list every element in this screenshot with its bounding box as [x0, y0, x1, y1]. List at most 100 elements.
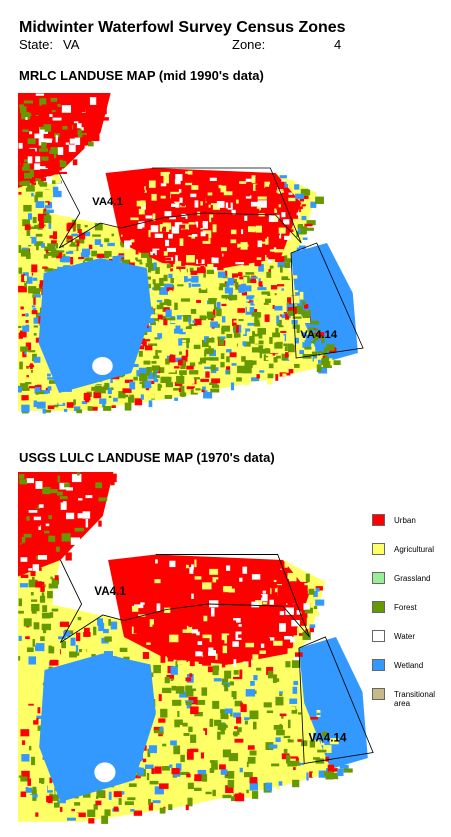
land-cover — [33, 297, 36, 305]
land-cover — [47, 591, 53, 599]
land-cover — [43, 224, 46, 227]
land-cover — [21, 274, 25, 283]
land-cover — [251, 236, 260, 242]
land-cover — [210, 364, 216, 371]
land-cover — [269, 265, 274, 270]
land-cover — [65, 552, 72, 561]
land-cover — [161, 315, 167, 320]
land-cover — [36, 191, 43, 198]
land-cover — [67, 246, 77, 251]
land-cover — [158, 718, 166, 723]
land-cover — [220, 247, 227, 252]
land-cover — [112, 473, 117, 479]
land-cover — [228, 588, 235, 593]
land-cover — [203, 391, 213, 399]
land-cover — [195, 651, 203, 657]
land-cover — [37, 257, 41, 266]
land-cover — [253, 297, 261, 304]
land-cover — [298, 712, 302, 715]
land-cover — [250, 681, 255, 686]
land-cover — [84, 612, 90, 621]
zone-label: VA4.1 — [94, 584, 126, 598]
land-cover — [28, 510, 38, 513]
land-cover — [34, 133, 44, 139]
land-cover — [55, 790, 59, 797]
land-cover — [192, 320, 196, 324]
land-cover — [264, 298, 271, 303]
land-cover — [123, 234, 130, 241]
land-cover — [47, 232, 50, 240]
land-cover — [188, 329, 192, 336]
land-cover — [30, 116, 38, 120]
land-cover — [200, 231, 206, 237]
land-cover — [225, 785, 234, 794]
land-cover — [302, 342, 306, 348]
land-cover — [264, 348, 270, 354]
land-cover — [228, 620, 236, 629]
land-cover — [230, 239, 238, 244]
land-cover — [236, 333, 241, 338]
land-cover — [81, 649, 87, 653]
land-cover — [317, 327, 325, 330]
land-cover — [216, 298, 226, 304]
land-cover — [183, 732, 190, 736]
land-cover — [159, 384, 163, 388]
land-cover — [251, 275, 256, 284]
land-cover — [201, 287, 207, 290]
land-cover — [19, 361, 23, 370]
land-cover — [57, 147, 64, 156]
land-cover — [34, 241, 44, 246]
land-cover — [311, 330, 320, 333]
land-cover — [151, 589, 161, 598]
land-cover — [175, 660, 179, 667]
land-cover — [45, 523, 50, 527]
land-cover — [66, 487, 73, 491]
land-cover — [213, 216, 222, 222]
land-cover — [288, 192, 293, 195]
land-cover — [175, 763, 182, 771]
land-cover — [315, 360, 325, 364]
land-cover — [47, 373, 51, 377]
land-cover — [317, 353, 323, 360]
land-cover — [147, 318, 155, 324]
land-cover — [174, 222, 183, 229]
land-cover — [275, 696, 284, 706]
land-cover — [194, 559, 197, 568]
land-cover — [243, 328, 251, 337]
land-cover — [209, 760, 218, 763]
land-cover — [259, 317, 266, 323]
land-cover — [149, 571, 157, 575]
land-cover — [146, 257, 153, 265]
land-cover — [39, 182, 48, 187]
land-cover — [267, 565, 275, 572]
land-cover — [271, 268, 280, 274]
land-cover — [203, 615, 208, 622]
land-cover — [260, 643, 265, 648]
land-cover — [26, 787, 33, 793]
land-cover — [55, 250, 65, 253]
land-cover — [22, 695, 30, 702]
land-cover — [156, 250, 164, 256]
land-cover — [245, 299, 250, 302]
land-cover — [217, 182, 220, 190]
land-cover — [142, 651, 150, 659]
land-cover — [224, 724, 228, 728]
land-cover — [251, 347, 260, 353]
land-cover — [27, 778, 32, 786]
land-cover — [252, 644, 256, 648]
land-cover — [301, 610, 308, 618]
land-cover — [228, 636, 234, 646]
land-cover — [184, 276, 188, 283]
land-cover — [46, 107, 51, 114]
land-cover — [103, 385, 109, 390]
land-cover — [234, 700, 243, 707]
land-cover — [147, 241, 151, 247]
land-cover — [267, 255, 272, 264]
land-cover — [88, 244, 93, 250]
land-cover — [107, 242, 115, 247]
land-cover — [20, 574, 29, 578]
land-cover — [256, 257, 262, 260]
map-title: MRLC LANDUSE MAP (mid 1990's data) — [19, 68, 264, 83]
land-cover — [107, 388, 112, 395]
land-cover — [272, 228, 280, 236]
